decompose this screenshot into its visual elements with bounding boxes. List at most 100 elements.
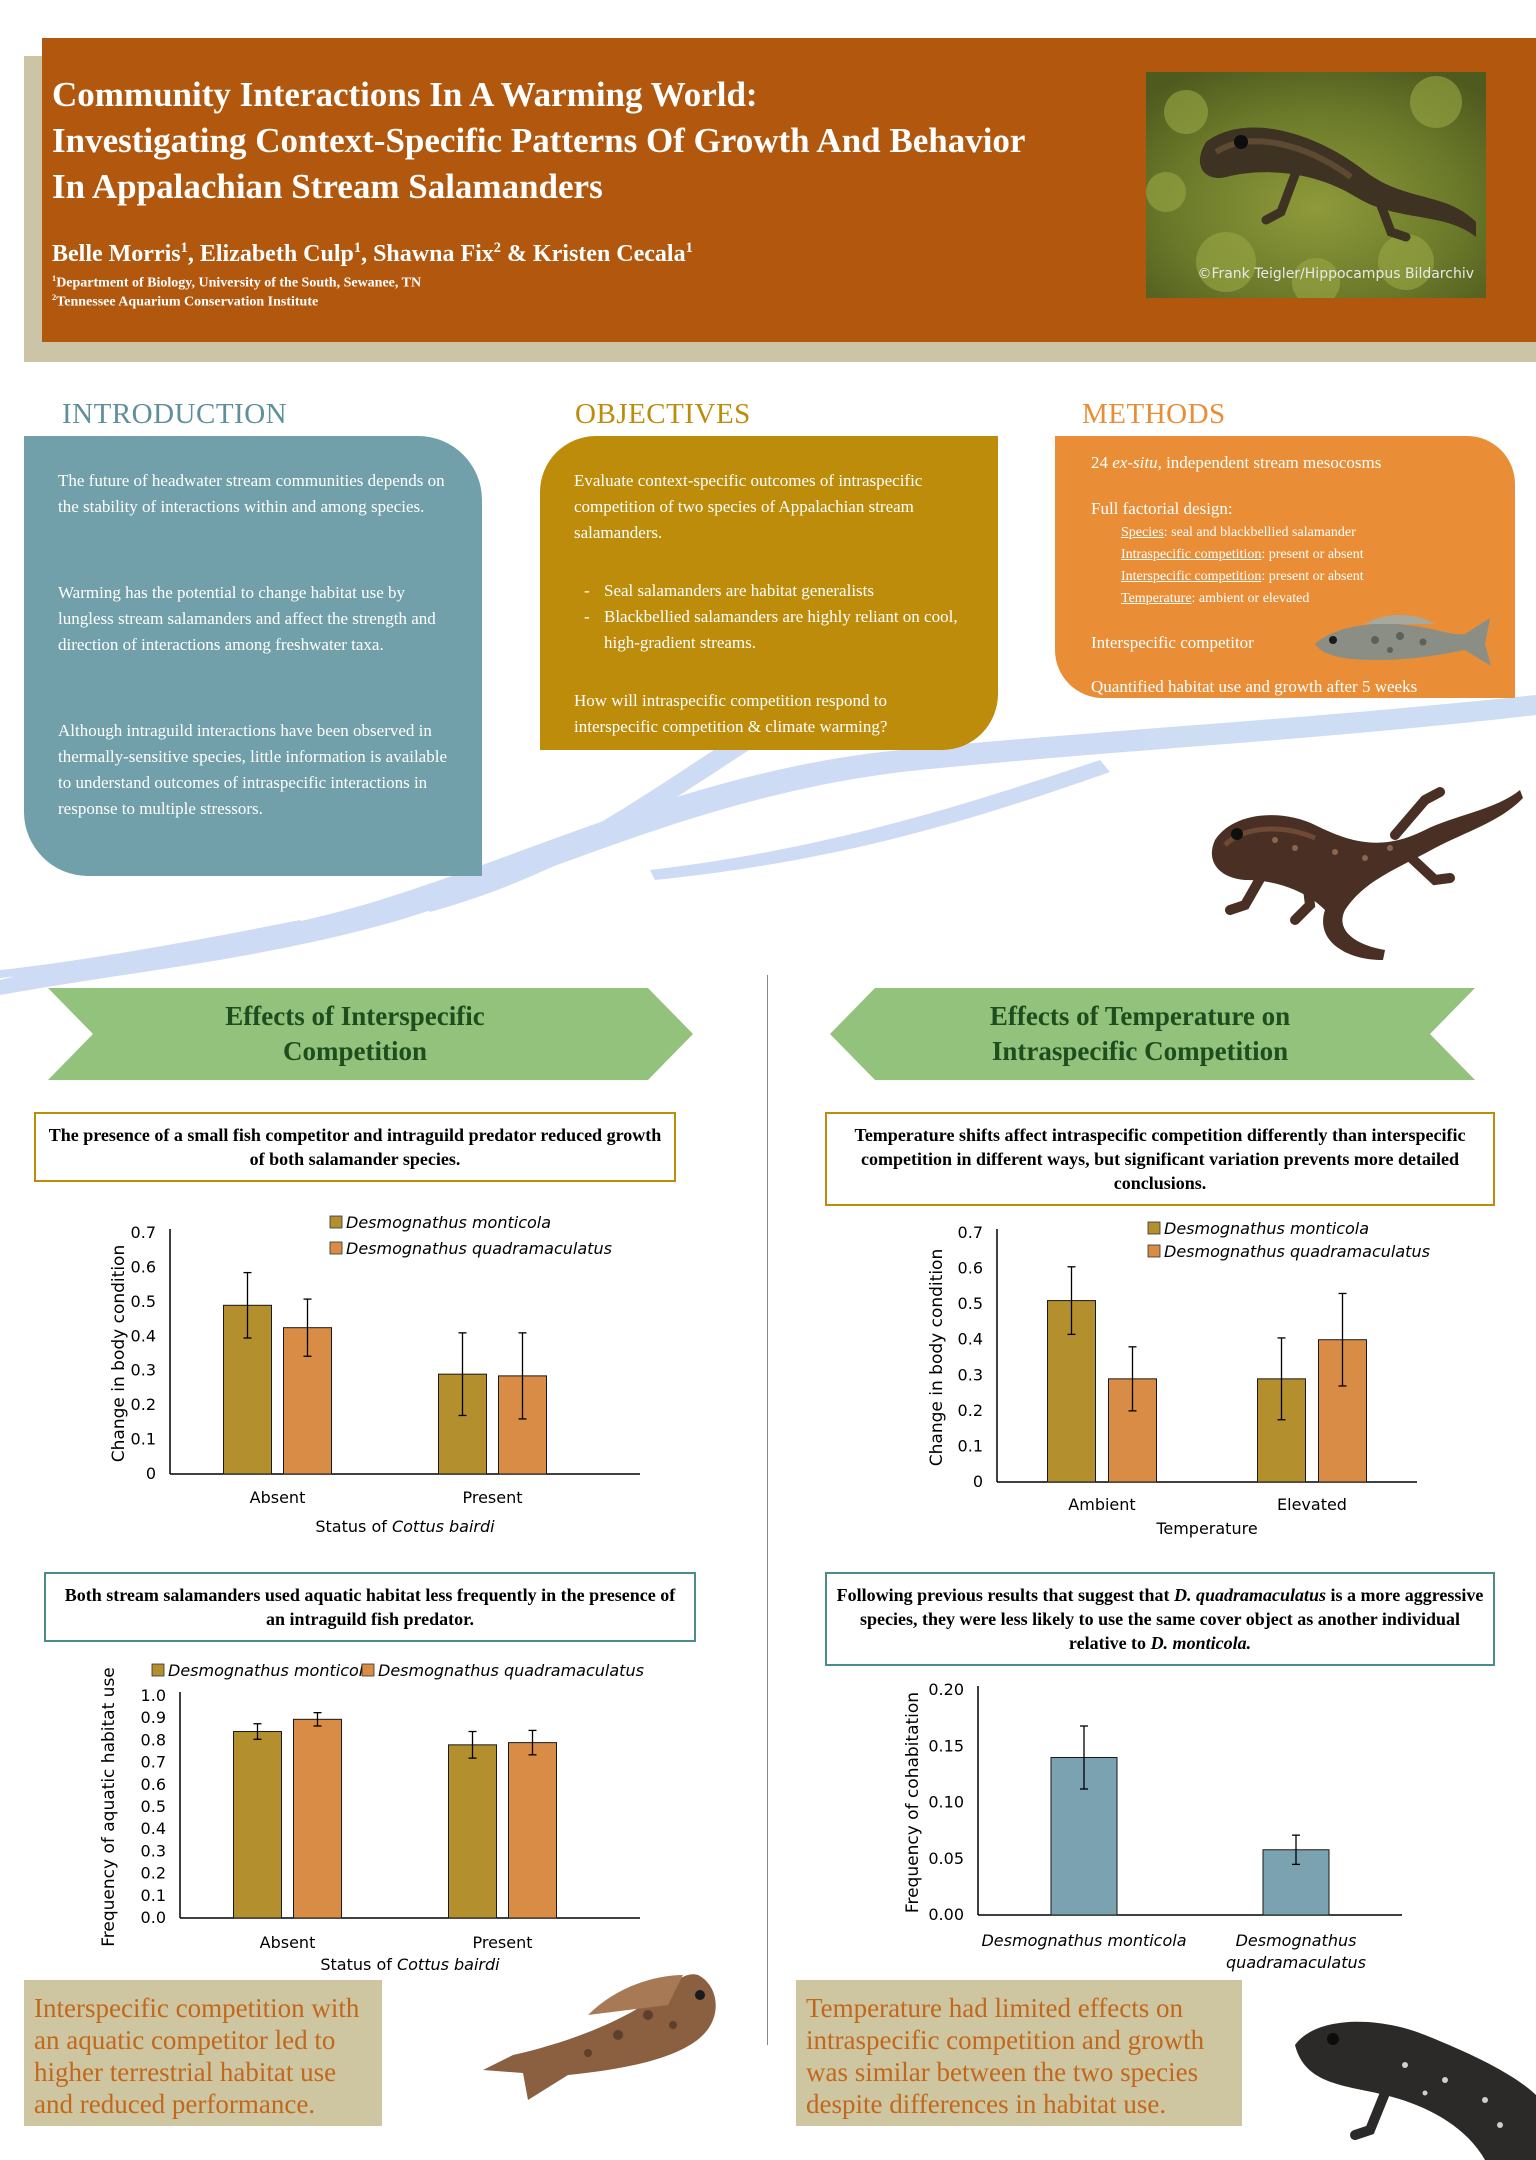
y-tick-label: 0.8 — [141, 1730, 166, 1749]
y-tick-label: 0.2 — [131, 1395, 156, 1414]
methods-box: 24 ex-situ, independent stream mesocosms… — [1055, 436, 1515, 698]
introduction-heading: INTRODUCTION — [62, 398, 288, 430]
banner-line: Effects of Interspecific — [225, 1001, 485, 1031]
y-tick-label: 0.6 — [141, 1775, 166, 1794]
banner-line: Competition — [283, 1036, 427, 1066]
author-name: Shawna Fix — [373, 241, 494, 267]
affiliation-1: 1Department of Biology, University of th… — [52, 274, 421, 292]
x-axis-label-species: Cottus bairdi — [397, 1955, 500, 1974]
y-tick-label: 0.20 — [928, 1680, 964, 1699]
conclusion-interspecific: Interspecific competition with an aquati… — [24, 1980, 382, 2126]
y-tick-label: 0.5 — [131, 1292, 156, 1311]
objectives-bullet-list: - Seal salamanders are habitat generalist… — [584, 578, 974, 656]
x-axis-label: Status of Cottus bairdi — [315, 1517, 495, 1536]
methods-factor-desc: : ambient or elevated — [1191, 591, 1310, 606]
legend-entry: Desmognathus quadramaculatus — [378, 1661, 644, 1680]
x-axis-label-text: Status of — [315, 1517, 392, 1536]
y-tick-label: 0 — [973, 1472, 983, 1491]
blackbellied-salamander-illustration — [1295, 2021, 1536, 2160]
finding-text-italic: D. quadramaculatus — [1174, 1585, 1327, 1605]
y-tick-label: 0.10 — [928, 1793, 964, 1812]
section-divider — [767, 975, 768, 2045]
legend-swatch — [151, 1663, 165, 1677]
author-sup: 1 — [353, 240, 362, 256]
banner-interspecific — [48, 988, 693, 1080]
bar — [448, 1744, 497, 1919]
legend-swatch — [1147, 1244, 1161, 1258]
methods-factor: Intraspecific competition: present or ab… — [1121, 544, 1481, 566]
bar — [283, 1327, 332, 1475]
objectives-heading: OBJECTIVES — [575, 398, 751, 430]
methods-factor-desc: : present or absent — [1261, 569, 1364, 584]
methods-factor-list: Species: seal and blackbellied salamande… — [1121, 522, 1481, 610]
y-tick-label: 0.15 — [928, 1736, 964, 1755]
objectives-box: Evaluate context-specific outcomes of in… — [540, 436, 998, 750]
intro-paragraph-3: Although intraguild interactions have be… — [58, 721, 447, 818]
author-list: Belle Morris1, Elizabeth Culp1, Shawna F… — [52, 240, 693, 268]
x-tick-label: Present — [472, 1933, 532, 1952]
objectives-bullet-text: Blackbellied salamanders are highly reli… — [604, 607, 958, 652]
methods-quantified: Quantified habitat use and growth after … — [1091, 677, 1418, 696]
introduction-box: The future of headwater stream communiti… — [24, 436, 482, 876]
y-tick-label: 0.2 — [141, 1864, 166, 1883]
banner-line: Intraspecific Competition — [991, 1036, 1289, 1066]
legend-swatch — [329, 1215, 343, 1229]
y-tick-label: 0.9 — [141, 1708, 166, 1727]
y-tick-label: 0.05 — [928, 1849, 964, 1868]
affiliation-2: 2Tennessee Aquarium Conservation Institu… — [52, 293, 318, 311]
x-tick-label: Absent — [260, 1933, 316, 1952]
banner-line: Effects of Temperature on — [989, 1001, 1291, 1031]
y-tick-label: 0.3 — [141, 1841, 166, 1860]
y-tick-label: 0.5 — [141, 1797, 166, 1816]
y-tick-label: 0.7 — [958, 1223, 983, 1242]
y-tick-label: 0.4 — [131, 1326, 156, 1345]
methods-factor-desc: : present or absent — [1261, 547, 1364, 562]
x-tick-label: Elevated — [1277, 1495, 1347, 1514]
chart-aquatic-habitat: 0.0 0.1 0.2 0.3 0.4 0.5 0.6 0.7 0.8 0.9 1.0 Frequen… — [99, 1661, 644, 1974]
author-separator: , — [187, 241, 200, 267]
finding-cohabitation: Following previous results that suggest … — [825, 1572, 1495, 1666]
author-name: Belle Morris — [52, 241, 181, 267]
finding-cohabitation-text: Following previous results that suggest … — [835, 1583, 1485, 1655]
x-tick-label: Ambient — [1068, 1495, 1135, 1514]
legend-entry: Desmognathus monticola — [346, 1213, 551, 1232]
chart-cohabitation: 0.00 0.05 0.10 0.15 0.20 Frequency of cohabit… — [903, 1680, 1402, 1972]
y-tick-label: 0.2 — [958, 1401, 983, 1420]
y-tick-label: 0.6 — [958, 1259, 983, 1278]
poster-title: Community Interactions In A Warming Worl… — [52, 72, 1162, 210]
x-tick-label: Desmognathus monticola — [981, 1931, 1186, 1950]
finding-text-part: is a more aggressive species, they were … — [860, 1585, 1484, 1653]
methods-factor: Species: seal and blackbellied salamande… — [1121, 522, 1481, 544]
methods-design-label: Full factorial design: — [1091, 499, 1233, 518]
y-tick-label: 0.6 — [131, 1257, 156, 1276]
methods-factor: Interspecific competition: present or ab… — [1121, 566, 1481, 588]
y-tick-label: 0.1 — [141, 1886, 166, 1905]
legend-swatch — [1147, 1221, 1161, 1235]
x-tick-label: Absent — [250, 1488, 306, 1507]
y-axis-label: Change in body condition — [109, 1245, 129, 1462]
banner-temperature-title: Effects of Temperature on Intraspecific … — [880, 999, 1400, 1069]
finding-text-part: Following previous results that suggest … — [836, 1585, 1174, 1605]
x-tick-label: Present — [462, 1488, 522, 1507]
methods-factor-desc: : seal and blackbellied salamander — [1163, 525, 1356, 540]
finding-aquatic-habitat: Both stream salamanders used aquatic hab… — [44, 1572, 696, 1642]
x-tick-label: quadramaculatus — [1226, 1953, 1366, 1972]
methods-count: 24 — [1091, 453, 1113, 472]
objectives-bullet: - Blackbellied salamanders are highly rel… — [584, 604, 974, 656]
y-tick-label: 0 — [146, 1464, 156, 1483]
legend-entry: Desmognathus quadramaculatus — [1164, 1242, 1430, 1261]
legend-swatch — [361, 1663, 375, 1677]
finding-temperature: Temperature shifts affect intraspecific … — [825, 1112, 1495, 1206]
bar — [508, 1742, 557, 1919]
sculpin-fish-illustration — [483, 1974, 716, 2100]
intro-paragraph-2: Warming has the potential to change habi… — [58, 583, 436, 654]
intro-paragraph-1: The future of headwater stream communiti… — [58, 471, 445, 516]
author-separator: , — [361, 241, 374, 267]
banner-interspecific-title: Effects of Interspecific Competition — [95, 999, 615, 1069]
affiliation-text: Tennessee Aquarium Conservation Institut… — [56, 294, 319, 310]
author-sup: 1 — [685, 240, 693, 256]
x-axis-label-text: Status of — [320, 1955, 397, 1974]
y-axis-label: Frequency of cohabitation — [903, 1692, 923, 1913]
salamander-photo: ©Frank Teigler/Hippocampus Bildarchiv — [1146, 72, 1486, 298]
